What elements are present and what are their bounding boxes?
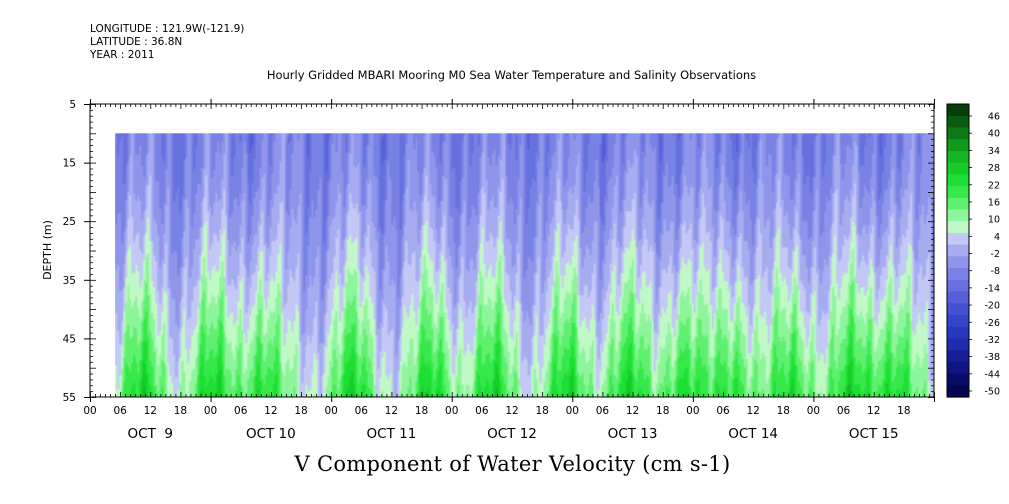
plot-axes: 00 06 12 18 00 06 12 18 00 06 12 18 00 06 12 18 00 06 12 18… — [63, 99, 935, 442]
colorbar-label: 10 — [988, 215, 1000, 226]
x-axis-title-wrap: V Component of Water Velocity (cm s-1) — [0, 452, 1009, 476]
chart-title-wrap: Hourly Gridded MBARI Mooring M0 Sea Wate… — [0, 68, 1009, 82]
colorbar-swatch — [947, 303, 969, 316]
y-tick-label: 55 — [63, 392, 76, 404]
colorbar-label: -8 — [991, 266, 1000, 277]
x-hour-tick-label: 18 — [897, 405, 910, 417]
colorbar-label: 28 — [988, 163, 1000, 174]
colorbar-swatch — [947, 150, 969, 164]
x-hour-tick-label: 18 — [174, 405, 187, 417]
colorbar-label: -38 — [984, 352, 1000, 363]
colorbar-swatch — [947, 256, 969, 269]
colorbar-swatch — [947, 221, 969, 234]
x-hour-tick-label: 00 — [445, 405, 458, 417]
x-hour-tick-label: 06 — [837, 405, 851, 417]
x-day-label: OCT 14 — [728, 426, 778, 442]
x-hour-tick-label: 12 — [144, 405, 157, 417]
colorbar-swatch — [947, 244, 969, 257]
x-hour-tick-label: 18 — [415, 405, 428, 417]
x-hour-tick-label: 06 — [234, 405, 248, 417]
x-hour-tick-label: 18 — [656, 405, 669, 417]
colorbar-label: 22 — [988, 180, 1000, 191]
colorbar-label: -26 — [984, 318, 1000, 329]
x-hour-tick-label: 06 — [475, 405, 489, 417]
x-day-label: OCT 9 — [128, 426, 173, 442]
x-hour-tick-label: 18 — [535, 405, 548, 417]
y-tick-label: 5 — [69, 99, 76, 111]
colorbar-swatch — [947, 209, 969, 222]
x-hour-tick-label: 00 — [83, 405, 96, 417]
y-tick-label: 35 — [63, 275, 76, 287]
colorbar-label: -14 — [984, 283, 1000, 294]
chart-title: Hourly Gridded MBARI Mooring M0 Sea Wate… — [266, 68, 757, 82]
latitude-label: LATITUDE : 36.8N — [90, 36, 183, 48]
plot-frame — [89, 103, 935, 398]
x-hour-tick-label: 06 — [596, 405, 610, 417]
colorbar-swatch — [947, 197, 969, 211]
colorbar-label: -32 — [984, 335, 1000, 346]
colorbar-swatch — [947, 115, 969, 129]
year-label: YEAR : 2011 — [90, 49, 155, 61]
x-day-label: OCT 11 — [367, 426, 417, 442]
colorbar-swatch — [947, 174, 969, 187]
x-hour-tick-label: 00 — [807, 405, 820, 417]
y-axis-label: DEPTH (m) — [41, 220, 54, 280]
colorbar-label: 40 — [988, 129, 1000, 140]
x-hour-tick-label: 12 — [385, 405, 398, 417]
colorbar-swatch — [947, 279, 969, 293]
x-day-label: OCT 15 — [849, 426, 899, 442]
x-hour-tick-label: 00 — [204, 405, 217, 417]
x-hour-tick-label: 00 — [686, 405, 699, 417]
colorbar-swatch — [947, 373, 969, 386]
colorbar-label: 34 — [988, 146, 1000, 157]
x-day-label: OCT 13 — [608, 426, 658, 442]
x-hour-tick-label: 12 — [626, 405, 639, 417]
colorbar-swatch — [947, 338, 969, 351]
metadata-header: LONGITUDE : 121.9W(-121.9) LATITUDE : 36… — [90, 23, 244, 62]
x-hour-tick-label: 00 — [324, 405, 337, 417]
x-day-label: OCT 12 — [487, 426, 537, 442]
colorbar-swatch — [947, 326, 969, 339]
colorbar-swatch — [947, 350, 969, 363]
colorbar-swatch — [947, 104, 969, 117]
colorbar-swatch — [947, 385, 969, 398]
colorbar-swatch — [947, 139, 969, 152]
x-hour-tick-label: 06 — [716, 405, 730, 417]
colorbar-swatch — [947, 127, 969, 140]
y-tick-label: 25 — [63, 216, 76, 228]
colorbar-label: 46 — [988, 112, 1000, 123]
colorbar-swatch — [947, 162, 969, 175]
x-hour-tick-label: 12 — [746, 405, 759, 417]
colorbar-swatch — [947, 186, 969, 199]
x-hour-tick-label: 06 — [355, 405, 369, 417]
x-hour-tick-label: 18 — [294, 405, 307, 417]
colorbar-swatch — [947, 361, 969, 375]
y-tick-label: 15 — [63, 158, 76, 170]
x-day-label: OCT 10 — [246, 426, 296, 442]
heatmap-field — [115, 133, 935, 398]
colorbar-swatch — [947, 268, 969, 281]
colorbar-label: -44 — [984, 369, 1000, 380]
colorbar-label: -2 — [991, 249, 1000, 260]
x-hour-tick-label: 12 — [867, 405, 880, 417]
x-hour-tick-label: 12 — [264, 405, 277, 417]
colorbar: 46 40 34 28 22 16 10 4 -2 -8 -14 -20 -26 -32 -38 -44 -50 — [946, 103, 1000, 398]
x-axis-title: V Component of Water Velocity (cm s-1) — [294, 452, 731, 476]
colorbar-frame — [946, 103, 970, 398]
colorbar-label: -50 — [984, 387, 1000, 398]
longitude-label: LONGITUDE : 121.9W(-121.9) — [90, 23, 245, 35]
x-hour-tick-label: 00 — [566, 405, 579, 417]
x-hour-tick-label: 06 — [113, 405, 127, 417]
y-tick-label: 45 — [63, 333, 76, 345]
colorbar-swatch — [947, 291, 969, 304]
colorbar-label: 4 — [994, 232, 1000, 243]
x-hour-tick-label: 18 — [777, 405, 790, 417]
x-hour-tick-label: 12 — [505, 405, 518, 417]
colorbar-label: -20 — [984, 301, 1000, 312]
colorbar-swatch — [947, 314, 969, 328]
colorbar-swatch — [947, 232, 969, 246]
colorbar-label: 16 — [988, 197, 1000, 208]
